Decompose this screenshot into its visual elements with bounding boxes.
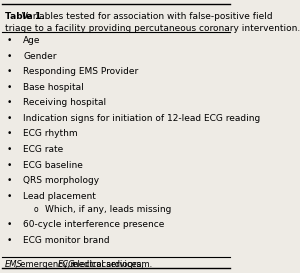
Text: Base hospital: Base hospital [23,83,84,92]
Text: o: o [34,205,38,214]
Text: , electrocardiogram.: , electrocardiogram. [67,260,152,269]
Text: •: • [7,161,12,170]
Text: 60-cycle interference presence: 60-cycle interference presence [23,220,165,229]
Text: ECG: ECG [58,260,75,269]
Text: ECG baseline: ECG baseline [23,161,83,170]
Text: •: • [7,220,12,229]
Text: Variables tested for association with false-positive field: Variables tested for association with fa… [19,12,273,21]
Text: •: • [7,129,12,138]
Text: Gender: Gender [23,52,57,61]
Text: triage to a facility providing percutaneous coronary intervention.: triage to a facility providing percutane… [5,24,300,33]
Text: ECG monitor brand: ECG monitor brand [23,236,110,245]
Text: Age: Age [23,36,41,45]
Text: EMS: EMS [5,260,22,269]
Text: •: • [7,145,12,154]
Text: QRS morphology: QRS morphology [23,176,99,185]
Text: •: • [7,98,12,107]
Text: Table 1.: Table 1. [5,12,44,21]
Text: ECG rhythm: ECG rhythm [23,129,78,138]
Text: Responding EMS Provider: Responding EMS Provider [23,67,139,76]
Text: Which, if any, leads missing: Which, if any, leads missing [45,205,172,214]
Text: Receiving hospital: Receiving hospital [23,98,106,107]
Text: ECG rate: ECG rate [23,145,64,154]
Text: , emergency medical services;: , emergency medical services; [15,260,146,269]
Text: •: • [7,236,12,245]
Text: •: • [7,67,12,76]
Text: •: • [7,36,12,45]
Text: •: • [7,52,12,61]
Text: •: • [7,192,12,201]
Text: Lead placement: Lead placement [23,192,96,201]
Text: •: • [7,83,12,92]
Text: •: • [7,176,12,185]
Text: Indication signs for initiation of 12-lead ECG reading: Indication signs for initiation of 12-le… [23,114,260,123]
Text: •: • [7,114,12,123]
